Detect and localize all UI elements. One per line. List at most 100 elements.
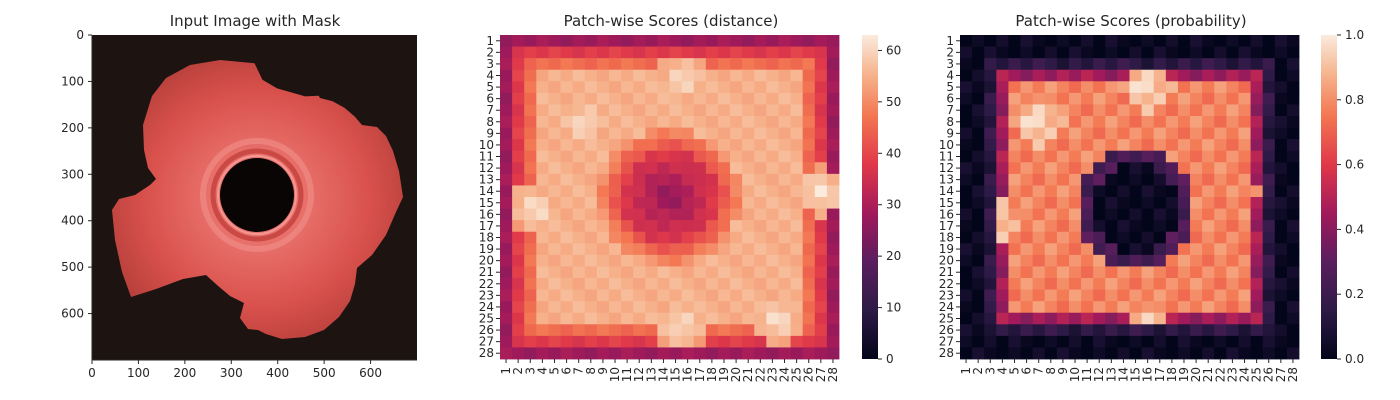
heatmap-cell [621, 58, 634, 71]
heatmap-cell [1129, 58, 1143, 71]
heatmap-cell [960, 46, 973, 59]
heatmap-cell [802, 266, 816, 279]
y-tick-label: 6 [946, 92, 954, 106]
heatmap-cell [1105, 46, 1118, 59]
heatmap-cell [1274, 127, 1288, 140]
heatmap-cell [1105, 139, 1118, 152]
heatmap-cell [1274, 58, 1288, 71]
heatmap-cell [1214, 81, 1227, 94]
heatmap-cell [548, 254, 561, 267]
heatmap-cell [596, 69, 610, 82]
heatmap-cell [657, 185, 670, 198]
heatmap-cell [1044, 46, 1058, 59]
heatmap-cell [584, 312, 598, 325]
heatmap-cell [1129, 116, 1143, 128]
heatmap-cell [633, 185, 646, 198]
heatmap-cell [1274, 335, 1288, 348]
heatmap-cell [778, 347, 791, 360]
heatmap-cell [717, 127, 731, 140]
heatmap-cell [1153, 104, 1167, 117]
heatmap-cell [717, 150, 731, 163]
heatmap-cell [1032, 116, 1046, 128]
heatmap-cell [1008, 162, 1021, 175]
heatmap-cell [669, 173, 683, 186]
heatmap-cell [1153, 127, 1167, 140]
heatmap-cell [1093, 46, 1106, 59]
heatmap-cell [996, 58, 1009, 71]
heatmap-cell [742, 347, 755, 360]
heatmap-cell [1008, 139, 1021, 152]
heatmap-cell [645, 116, 658, 128]
heatmap-cell [1117, 185, 1130, 198]
heatmap-cell [693, 81, 707, 94]
heatmap-cell [1214, 220, 1227, 233]
heatmap-cell [584, 69, 598, 82]
heatmap-cell [1105, 254, 1118, 267]
heatmap-cell [790, 289, 804, 302]
heatmap-cell [1020, 254, 1034, 267]
heatmap-cell [984, 347, 997, 360]
heatmap-cell [1226, 173, 1239, 186]
heatmap-cell [984, 312, 997, 325]
heatmap-cell [1044, 150, 1058, 163]
heatmap-cell [1274, 92, 1288, 105]
heatmap-cell [645, 324, 658, 337]
heatmap-cell [1238, 254, 1251, 267]
heatmap-cell [669, 278, 683, 290]
distance-heatmap-panel: Patch-wise Scores (distance) 12345678910… [479, 12, 902, 382]
heatmap-cell [548, 312, 561, 325]
x-tick-label: 12 [1092, 367, 1106, 382]
heatmap-cell [645, 220, 658, 233]
heatmap-cell [790, 185, 804, 198]
heatmap-cell [633, 301, 646, 314]
heatmap-cell [693, 254, 707, 267]
heatmap-cell [1044, 347, 1058, 360]
heatmap-cell [1274, 289, 1288, 302]
heatmap-cell [572, 220, 586, 233]
heatmap-cell [826, 58, 840, 71]
heatmap-cell [778, 81, 791, 94]
heatmap-cell [572, 104, 586, 117]
heatmap-cell [1274, 185, 1288, 198]
heatmap-cell [548, 266, 561, 279]
heatmap-cell [669, 301, 683, 314]
heatmap-cell [742, 324, 755, 337]
heatmap-cell [693, 127, 707, 140]
heatmap-cell [681, 58, 695, 71]
heatmap-cell [1190, 35, 1203, 47]
gear-hole [220, 158, 294, 232]
heatmap-cell [1226, 46, 1239, 59]
heatmap-cell [572, 58, 586, 71]
heatmap-cell [1153, 312, 1167, 325]
heatmap-cell [1202, 254, 1215, 267]
heatmap-cell [1262, 162, 1276, 175]
heatmap-cell [1153, 266, 1167, 279]
heatmap-cell [560, 254, 574, 267]
heatmap-cell [572, 278, 586, 290]
heatmap-cell [1153, 150, 1167, 163]
heatmap-cell [1093, 301, 1106, 314]
heatmap-cell [645, 231, 658, 244]
heatmap-cell [536, 220, 549, 233]
heatmap-cell [814, 127, 828, 140]
y-tick-label: 28 [479, 346, 494, 360]
heatmap-cell [584, 35, 598, 47]
heatmap-cell [1008, 35, 1021, 47]
heatmap-cell [1177, 150, 1191, 163]
heatmap-cell [1068, 185, 1082, 198]
probability-heatmap-axes: 1234567891011121314151617181920212223242… [939, 34, 1300, 382]
heatmap-cell [596, 231, 610, 244]
heatmap-cell [1105, 347, 1118, 360]
y-tick-label: 22 [479, 277, 494, 291]
heatmap-cell [1056, 116, 1070, 128]
heatmap-cell [1020, 243, 1034, 256]
heatmap-cell [1250, 46, 1264, 59]
heatmap-cell [1020, 347, 1034, 360]
y-tick-label: 4 [486, 69, 494, 83]
heatmap-cell [1129, 81, 1143, 94]
heatmap-cell [548, 185, 561, 198]
heatmap-cell [1081, 197, 1094, 209]
heatmap-cell [645, 35, 658, 47]
heatmap-cell [1008, 173, 1021, 186]
heatmap-cell [1250, 289, 1264, 302]
